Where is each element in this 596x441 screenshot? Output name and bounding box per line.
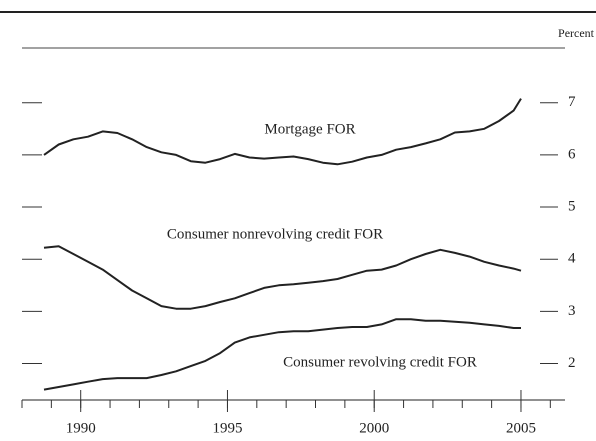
x-tick-label: 1990 xyxy=(66,420,96,436)
series-line xyxy=(43,98,522,166)
x-tick-label: 2005 xyxy=(506,420,536,436)
y-tick-label: 4 xyxy=(568,251,576,267)
x-tick-label: 2000 xyxy=(359,420,389,436)
y-axis-label: Percent xyxy=(558,26,595,40)
y-tick-label: 7 xyxy=(568,94,576,110)
series-line xyxy=(43,245,522,310)
series-label: Mortgage FOR xyxy=(264,121,355,137)
series-label: Consumer nonrevolving credit FOR xyxy=(167,226,383,242)
series-line xyxy=(43,318,521,391)
x-tick-label: 1995 xyxy=(212,420,242,436)
y-tick-label: 3 xyxy=(568,303,576,319)
series-label: Consumer revolving credit FOR xyxy=(283,354,477,370)
y-tick-label: 6 xyxy=(568,146,576,162)
y-tick-label: 2 xyxy=(568,355,576,371)
y-tick-label: 5 xyxy=(568,198,576,214)
